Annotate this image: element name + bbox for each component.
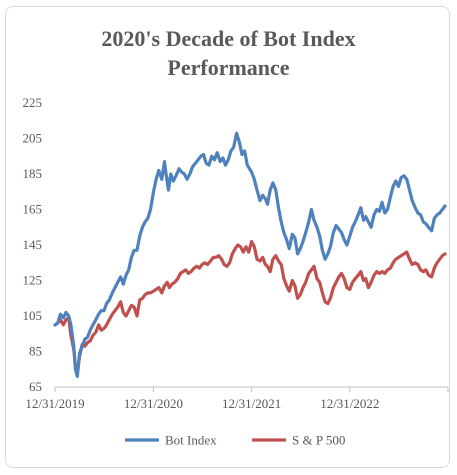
legend-label: Bot Index [165,433,217,448]
y-axis: 65 85 105 125 145 165 185 205 225 [23,95,43,394]
y-tick-label: 185 [23,166,43,181]
x-tick-label: 12/31/2021 [222,396,281,411]
legend: Bot Index S & P 500 [125,433,345,448]
y-tick-label: 105 [23,308,43,323]
y-tick-label: 125 [23,273,43,288]
y-tick-label: 65 [29,379,42,394]
x-tick-label: 12/31/2020 [124,396,183,411]
legend-label: S & P 500 [292,433,345,448]
y-tick-label: 165 [23,202,43,217]
series-layer [53,131,447,378]
y-tick-label: 205 [23,131,43,146]
chart-frame [5,6,450,468]
x-tick-label: 12/31/2022 [320,396,379,411]
y-tick-label: 145 [23,237,43,252]
series-line-s-p-500 [53,239,447,377]
chart-title-line-2: Performance [167,55,290,80]
chart-title-line-1: 2020's Decade of Bot Index [101,26,356,51]
y-tick-label: 225 [23,95,43,110]
y-tick-label: 85 [29,344,42,359]
series-line-bot-index [53,131,447,378]
x-tick-label: 12/31/2019 [25,396,84,411]
x-axis: 12/31/2019 12/31/2020 12/31/2021 12/31/2022 [25,386,449,411]
